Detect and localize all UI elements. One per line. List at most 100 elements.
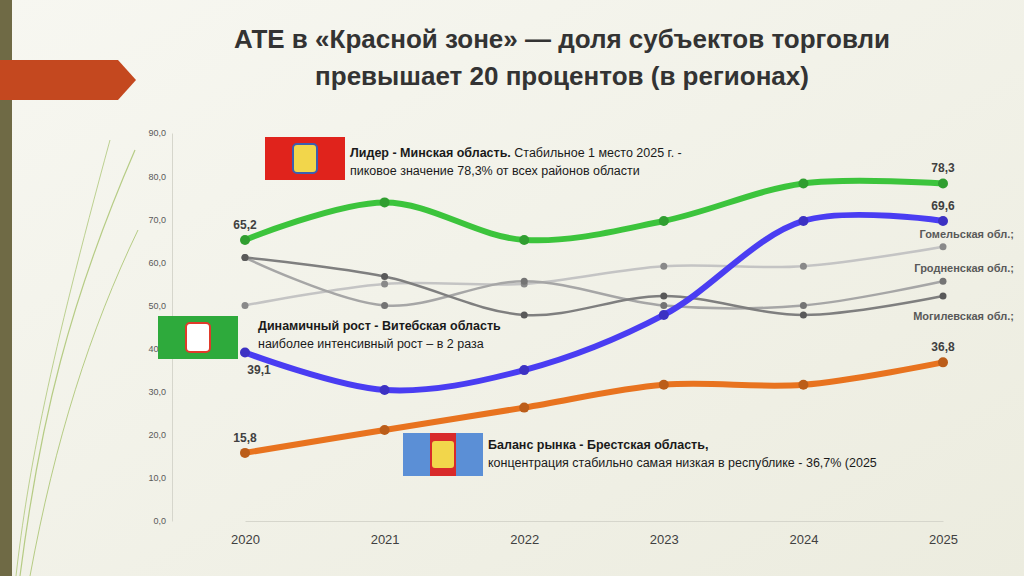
y-tick-label: 20,0 [148,430,166,440]
series-marker [242,254,249,261]
y-tick-label: 60,0 [148,258,166,268]
x-tick-label: 2022 [510,532,539,547]
x-tick: 2022 [510,521,539,547]
title-arrow [0,60,136,100]
series-marker [940,243,947,250]
annotation-line: Стабильное 1 место 2025 г. - [511,146,682,160]
y-tick: 80,0 [148,171,172,181]
x-tick: 2021 [371,521,400,547]
x-axis: 2020 2021 2022 2023 2024 2025 [231,521,958,547]
series-marker [240,448,250,458]
decor-curve [20,150,135,576]
x-tick: 2024 [789,521,818,547]
annotation-title: Динамичный рост - Витебская область [258,319,501,333]
background [0,0,1024,576]
series-marker [519,403,529,413]
series-marker [940,278,947,285]
annotation-text: Баланс рынка - Брестская область, [488,438,708,452]
series-marker [242,302,249,309]
flag [265,137,345,180]
flag-band [430,433,456,476]
y-tick: 20,0 [148,430,172,440]
data-label: 36,8 [931,340,955,354]
decor-curves [16,140,138,576]
x-tick-label: 2025 [929,532,958,547]
x-tick-label: 2021 [371,532,400,547]
annotation-title: Баланс рынка - Брестская область, [488,438,708,452]
series-line [245,258,943,316]
series-marker [800,302,807,309]
y-tick: 60,0 [148,258,172,268]
x-tick: 2023 [650,521,679,547]
x-tick: 2020 [231,521,260,547]
chart-title-line: превышает 20 процентов (в регионах) [315,61,809,91]
series-marker [381,280,388,287]
y-tick: 70,0 [148,215,172,225]
data-label: 65,2 [233,218,257,232]
series-marker [938,357,948,367]
y-tick-label: 70,0 [148,215,166,225]
data-label: 78,3 [931,161,955,175]
annotation-text: концентрация стабильно самая низкая в ре… [488,456,877,470]
plot-area [240,178,948,457]
series-marker [940,292,947,299]
series-marker [800,311,807,318]
y-tick-label: 50,0 [148,301,166,311]
series-marker [938,216,948,226]
y-tick: 0,0 [153,516,172,526]
labels: 65,278,339,169,615,836,8Гомельская обл.;… [233,161,1014,444]
series-marker [660,302,667,309]
series-line [245,362,943,453]
slide: АТЕ в «Красной зоне» — доля субъектов то… [0,0,1024,576]
series-marker [380,197,390,207]
x-tick-label: 2024 [789,532,818,547]
series-end-label: Гомельская обл.; [920,228,1014,240]
series-marker [519,235,529,245]
series-marker [798,178,808,188]
annotation: Лидер - Минская область. Стабильное 1 ме… [265,137,682,180]
annotation-text: Динамичный рост - Витебская область [258,319,501,333]
series-marker [521,311,528,318]
series-marker [938,178,948,188]
series-marker [380,385,390,395]
series-marker [521,278,528,285]
y-tick-label: 80,0 [148,171,166,181]
y-tick-label: 30,0 [148,387,166,397]
series-end-label: Могилевская обл.; [913,310,1014,322]
series-marker [659,380,669,390]
x-tick: 2025 [929,521,958,547]
decor-curve [16,140,110,576]
flag [158,316,238,359]
annotation: Баланс рынка - Брестская область, концент… [403,433,877,476]
y-tick-label: 90,0 [148,128,166,138]
y-tick: 30,0 [148,387,172,397]
series-line [245,181,943,241]
series-marker [660,292,667,299]
series-marker [519,365,529,375]
series-line [245,258,943,309]
series-marker [659,310,669,320]
series-marker [240,235,250,245]
series-marker [380,425,390,435]
data-label: 39,1 [247,363,271,377]
series-marker [381,273,388,280]
data-label: 15,8 [233,431,257,445]
y-tick-label: 10,0 [148,473,166,483]
series-line [245,247,943,306]
flag-emblem [293,144,317,173]
y-tick: 90,0 [148,128,172,138]
series-marker [659,216,669,226]
x-tick-label: 2023 [650,532,679,547]
series-line [245,215,943,390]
flag [403,433,483,476]
x-tick-label: 2020 [231,532,260,547]
flag-emblem [431,440,455,469]
y-tick-label: 0,0 [153,516,166,526]
y-tick: 10,0 [148,473,172,483]
chart-title-line: АТЕ в «Красной зоне» — доля субъектов то… [234,24,890,54]
series-marker [800,263,807,270]
series-marker [242,254,249,261]
series-end-label: Гродненская обл.; [914,262,1014,274]
x-axis-line [246,521,944,522]
y-tick: 50,0 [148,301,172,311]
